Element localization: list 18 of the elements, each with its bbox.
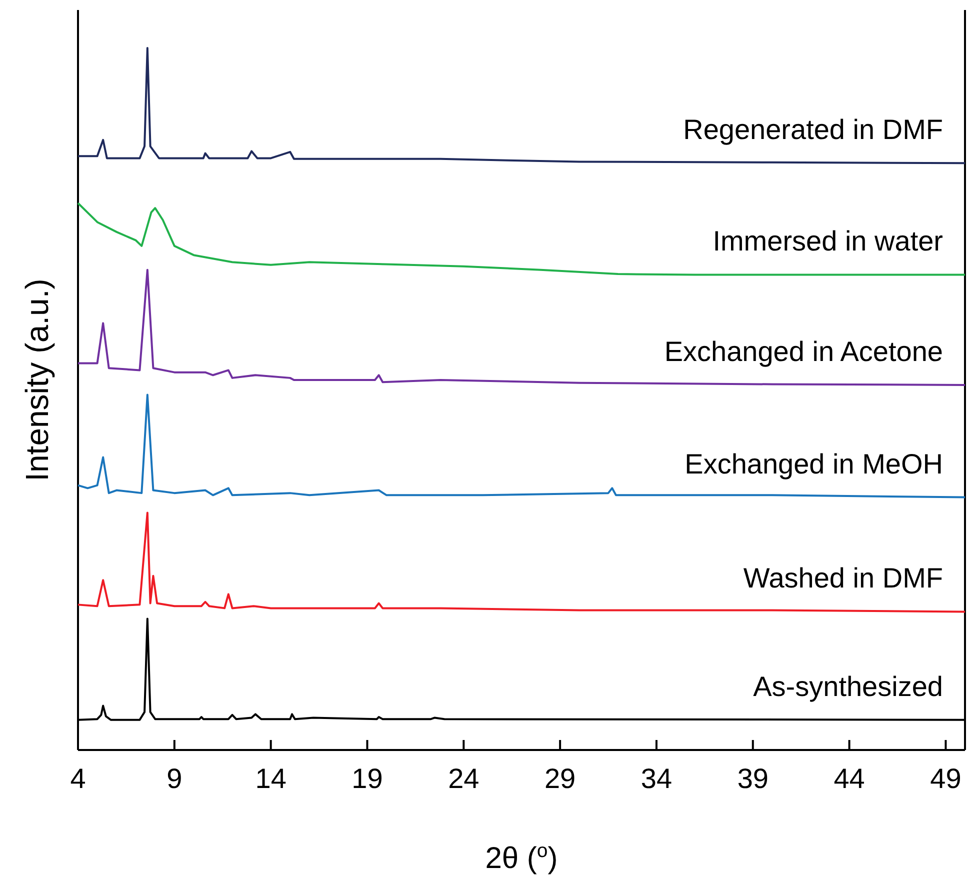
y-axis-title: Intensity (a.u.) — [19, 278, 55, 482]
x-tick-label: 9 — [166, 762, 182, 794]
series-label: Immersed in water — [712, 226, 943, 257]
series-label: As-synthesized — [753, 670, 943, 702]
x-tick-label: 34 — [640, 762, 672, 794]
series-label: Exchanged in MeOH — [684, 448, 943, 480]
series-label: Washed in DMF — [743, 562, 943, 594]
x-tick-label: 39 — [737, 762, 768, 794]
series-label: Regenerated in DMF — [683, 114, 943, 146]
x-tick-label: 4 — [70, 762, 86, 794]
x-tick-label: 19 — [352, 762, 383, 794]
series-label: Exchanged in Acetone — [664, 336, 943, 367]
x-tick-label: 49 — [930, 762, 962, 794]
x-tick-label: 14 — [255, 762, 286, 794]
x-tick-label: 44 — [834, 762, 865, 794]
x-axis-title: 2θ ($^{o}$) — [485, 840, 558, 875]
x-tick-label: 29 — [544, 762, 576, 794]
x-tick-label: 24 — [448, 762, 480, 794]
